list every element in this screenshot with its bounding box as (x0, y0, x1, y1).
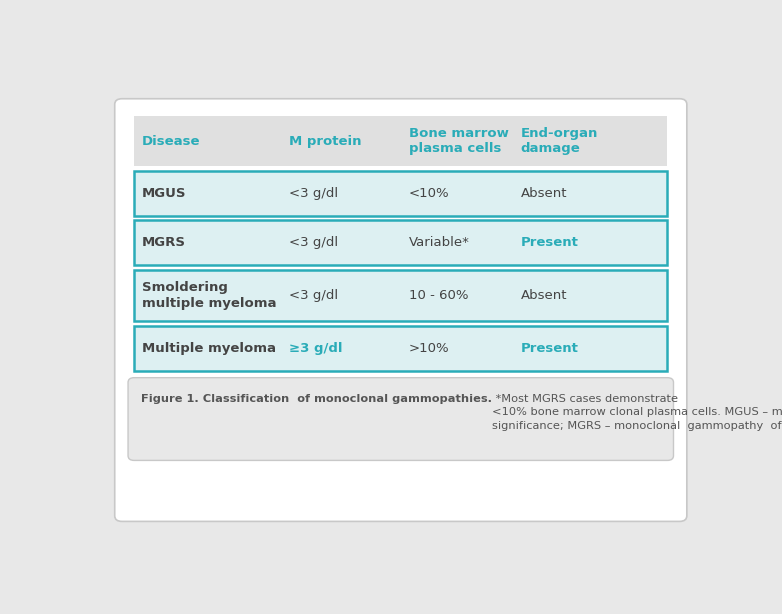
Text: 10 - 60%: 10 - 60% (409, 289, 468, 302)
Text: Smoldering
multiple myeloma: Smoldering multiple myeloma (142, 281, 277, 309)
Text: >10%: >10% (409, 341, 450, 355)
FancyBboxPatch shape (135, 171, 668, 216)
Text: Present: Present (521, 236, 579, 249)
FancyBboxPatch shape (135, 325, 668, 371)
Text: Absent: Absent (521, 187, 567, 200)
FancyBboxPatch shape (135, 270, 668, 321)
FancyBboxPatch shape (115, 99, 687, 521)
Text: Figure 1. Classification  of monoclonal gammopathies.: Figure 1. Classification of monoclonal g… (142, 394, 493, 404)
Text: MGRS: MGRS (142, 236, 186, 249)
Text: <3 g/dl: <3 g/dl (289, 236, 338, 249)
Text: Present: Present (521, 341, 579, 355)
Text: <10%: <10% (409, 187, 450, 200)
FancyBboxPatch shape (128, 378, 673, 460)
Text: Bone marrow
plasma cells: Bone marrow plasma cells (409, 127, 508, 155)
Text: Absent: Absent (521, 289, 567, 302)
Text: <3 g/dl: <3 g/dl (289, 289, 338, 302)
Text: *Most MGRS cases demonstrate
<10% bone marrow clonal plasma cells. MGUS – monocl: *Most MGRS cases demonstrate <10% bone m… (493, 394, 782, 430)
Text: ≥3 g/dl: ≥3 g/dl (289, 341, 343, 355)
Text: Disease: Disease (142, 134, 201, 147)
FancyBboxPatch shape (135, 116, 668, 166)
FancyBboxPatch shape (135, 220, 668, 265)
Text: Multiple myeloma: Multiple myeloma (142, 341, 276, 355)
Text: <3 g/dl: <3 g/dl (289, 187, 338, 200)
Text: End-organ
damage: End-organ damage (521, 127, 598, 155)
Text: Variable*: Variable* (409, 236, 470, 249)
Text: MGUS: MGUS (142, 187, 187, 200)
Text: M protein: M protein (289, 134, 361, 147)
